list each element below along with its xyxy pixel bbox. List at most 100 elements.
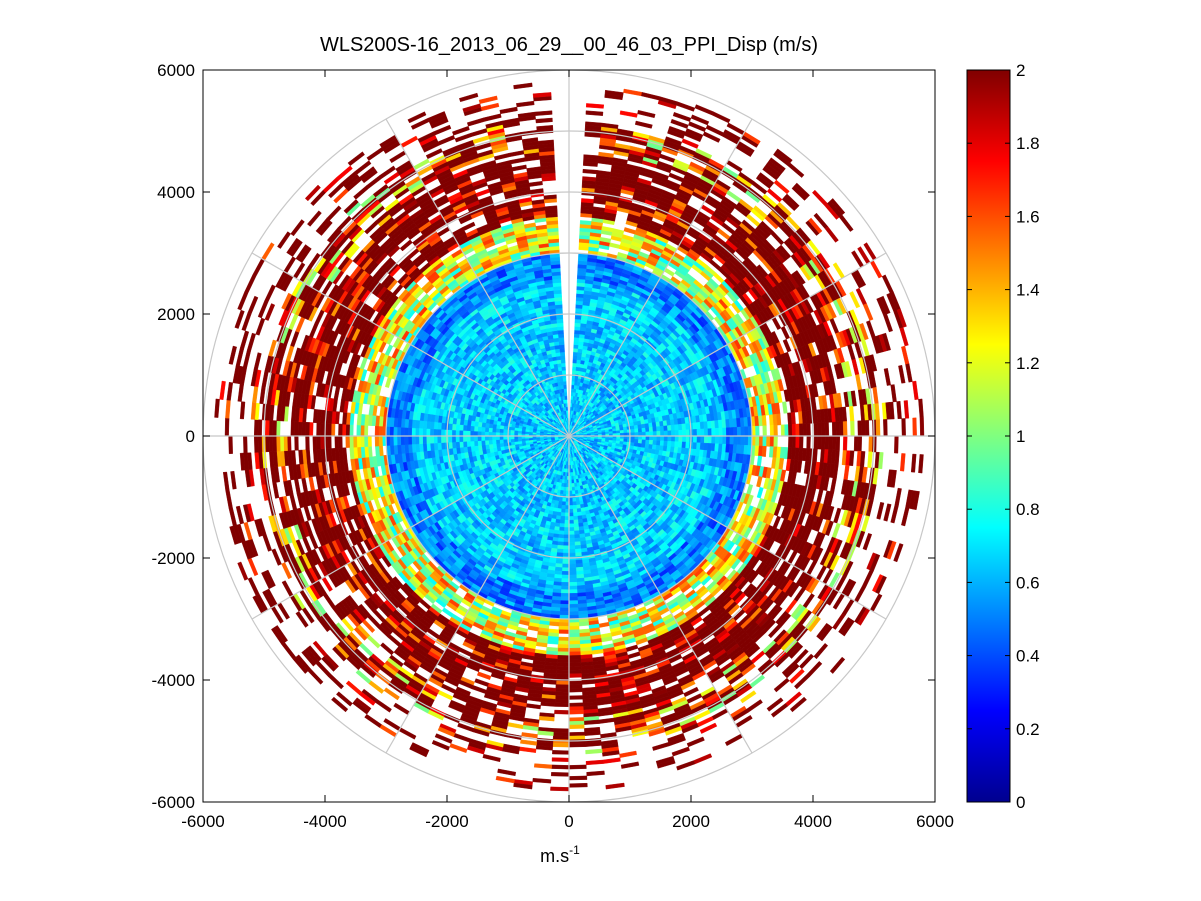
ppi-cell — [422, 435, 427, 444]
ppi-cell — [574, 326, 581, 331]
ppi-cell — [491, 427, 497, 433]
ppi-cell — [544, 205, 558, 211]
ppi-cell — [459, 424, 464, 431]
ppi-cell — [341, 423, 347, 437]
ppi-cell — [451, 435, 456, 443]
ppi-cell — [305, 435, 310, 451]
ppi-cell — [562, 552, 570, 558]
ppi-cell — [484, 439, 490, 446]
ppi-cell — [283, 435, 288, 452]
ppi-cell — [440, 435, 445, 443]
ppi-cell — [393, 426, 398, 437]
ppi-cell — [473, 425, 479, 432]
ppi-cell — [556, 669, 570, 675]
ppi-cell — [533, 763, 553, 769]
ppi-cell — [477, 430, 482, 437]
ppi-cell — [447, 435, 453, 443]
ppi-cell — [546, 639, 559, 645]
ppi-cell — [572, 351, 579, 357]
ppi-cell — [418, 427, 424, 437]
ppi-cell — [352, 435, 358, 448]
ppi-cell — [557, 644, 570, 649]
ppi-cell — [554, 695, 570, 700]
ppi-cell — [389, 435, 394, 446]
ppi-cell — [563, 388, 567, 393]
ppi-cell — [517, 438, 522, 442]
ppi-cell — [268, 435, 274, 452]
ppi-cell — [560, 355, 566, 360]
ppi-cell — [560, 508, 566, 514]
ppi-cell — [560, 592, 570, 598]
ppi-cell — [224, 417, 230, 437]
ppi-cell — [316, 422, 321, 437]
ppi-cell — [356, 424, 361, 437]
ppi-cell — [396, 426, 402, 437]
ppi-cell — [555, 687, 570, 693]
ppi-cell — [554, 566, 563, 572]
ppi-cell — [476, 671, 492, 680]
ppi-cell — [563, 527, 570, 532]
ppi-cell — [495, 428, 501, 433]
ppi-cell — [484, 431, 489, 437]
ppi-cell — [466, 430, 471, 437]
ppi-cell — [562, 377, 567, 382]
ppi-cell — [342, 412, 348, 425]
ppi-cell — [542, 679, 557, 685]
ppi-cell — [561, 497, 566, 503]
ppi-cell — [457, 722, 475, 733]
ppi-cell — [553, 728, 570, 733]
ppi-cell — [559, 607, 570, 612]
ppi-cell — [561, 501, 566, 506]
ppi-cell — [345, 424, 350, 437]
ppi-cell — [312, 408, 319, 424]
ppi-cell — [404, 435, 409, 445]
ppi-cell — [279, 435, 285, 452]
ppi-cell — [407, 435, 413, 445]
ppi-cell — [426, 435, 431, 444]
ppi-cell — [499, 428, 504, 433]
ppi-cell — [495, 439, 501, 444]
ppi-cell — [440, 429, 445, 437]
ppi-cell — [253, 419, 259, 437]
ppi-cell — [556, 662, 570, 667]
ppi-cell — [557, 537, 564, 543]
ppi-cell — [557, 326, 564, 331]
ppi-cell — [477, 426, 482, 432]
ppi-cell — [290, 421, 296, 437]
ppi-cell — [316, 435, 321, 450]
ppi-cell — [563, 523, 570, 528]
ppi-cell — [378, 435, 383, 447]
ppi-cell — [563, 538, 570, 543]
ppi-cell — [572, 362, 577, 368]
ppi-cell — [559, 519, 565, 524]
ppi-cell — [411, 435, 416, 445]
ppi-cell — [400, 435, 405, 446]
ppi-cell — [360, 424, 365, 437]
ppi-cell — [562, 549, 570, 554]
ppi-cell — [557, 647, 570, 653]
ppi-cell — [275, 435, 281, 452]
ppi-cell — [448, 703, 465, 714]
ppi-cell — [469, 430, 475, 437]
ppi-cell — [411, 427, 416, 437]
ppi-cell — [558, 636, 570, 642]
ppi-cell — [455, 435, 460, 443]
ppi-cell — [451, 441, 457, 449]
ppi-cell — [510, 438, 515, 443]
ppi-cell — [253, 435, 259, 453]
chart-title: WLS200S-16_2013_06_29__00_46_03_PPI_Disp… — [320, 34, 818, 56]
ppi-cell — [422, 428, 427, 437]
ppi-cell — [565, 406, 568, 411]
ppi-cell — [562, 560, 570, 565]
ppi-cell — [462, 424, 468, 431]
ppi-cell — [436, 428, 442, 437]
ppi-cell — [367, 435, 372, 447]
ppi-cell — [559, 348, 565, 353]
ppi-cell — [488, 431, 493, 437]
ppi-cell — [573, 348, 579, 353]
ppi-cell — [308, 422, 314, 437]
ppi-cell — [561, 369, 566, 375]
ppi-cell — [400, 426, 405, 437]
ppi-cell — [312, 448, 319, 464]
